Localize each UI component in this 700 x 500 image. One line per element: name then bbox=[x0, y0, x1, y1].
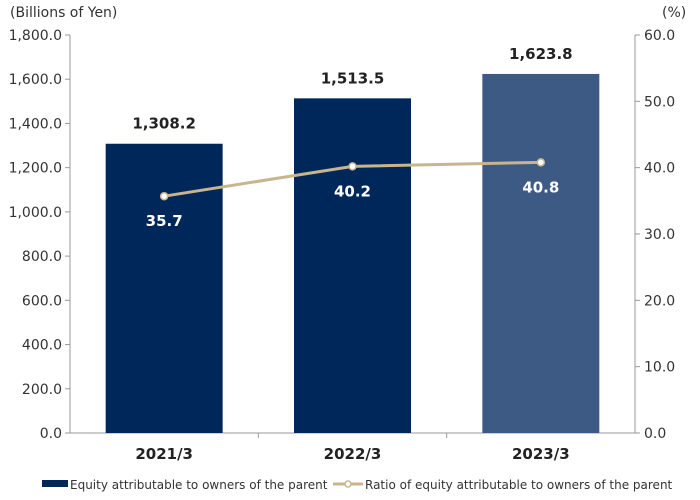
x-tick-label: 2023/3 bbox=[512, 445, 570, 463]
category-labels: 2021/3 2022/3 2023/3 bbox=[135, 433, 570, 463]
ratio-value-label: 40.8 bbox=[522, 178, 559, 196]
bar-value-label: 1,513.5 bbox=[321, 69, 385, 87]
bar-labels: 1,308.2 1,513.5 1,623.8 bbox=[132, 45, 572, 133]
x-tick-label: 2022/3 bbox=[324, 445, 382, 463]
left-axis-unit: (Billions of Yen) bbox=[10, 5, 117, 21]
left-tick-label: 600.0 bbox=[22, 293, 62, 309]
left-tick-label: 1,600.0 bbox=[9, 72, 62, 88]
ratio-value-label: 40.2 bbox=[334, 182, 371, 200]
bar-value-label: 1,308.2 bbox=[132, 115, 196, 133]
ratio-value-label: 35.7 bbox=[146, 212, 183, 230]
line-series bbox=[159, 158, 546, 201]
left-tick-label: 1,000.0 bbox=[9, 205, 62, 221]
bar bbox=[105, 143, 223, 434]
bar bbox=[294, 98, 411, 434]
line-labels: 35.7 40.2 40.8 bbox=[146, 178, 560, 230]
legend-swatch-marker bbox=[344, 480, 352, 488]
left-tick-label: 1,200.0 bbox=[9, 161, 62, 177]
right-axis-unit: (%) bbox=[662, 5, 686, 21]
ratio-point bbox=[536, 158, 546, 167]
left-axis-ticks: 0.0 200.0 400.0 600.0 800.0 1,000.0 1,200.0 1,4… bbox=[9, 28, 70, 442]
legend: Equity attributable to owners of the par… bbox=[42, 478, 673, 492]
right-tick-label: 40.0 bbox=[644, 161, 675, 177]
left-tick-label: 1,400.0 bbox=[9, 116, 62, 132]
right-tick-label: 10.0 bbox=[644, 360, 675, 376]
left-tick-label: 400.0 bbox=[22, 338, 62, 354]
right-tick-label: 60.0 bbox=[644, 28, 675, 44]
bar bbox=[482, 73, 600, 433]
x-tick-label: 2021/3 bbox=[135, 445, 193, 463]
left-tick-label: 800.0 bbox=[22, 249, 62, 265]
right-tick-label: 20.0 bbox=[644, 293, 675, 309]
left-tick-label: 200.0 bbox=[22, 382, 62, 398]
legend-swatch-bar bbox=[42, 480, 68, 487]
ratio-point bbox=[348, 162, 357, 171]
right-tick-label: 0.0 bbox=[644, 426, 666, 442]
ratio-point bbox=[159, 191, 169, 201]
bar-series bbox=[105, 73, 600, 434]
legend-label-line: Ratio of equity attributable to owners o… bbox=[365, 478, 673, 492]
right-tick-label: 30.0 bbox=[644, 227, 675, 243]
right-tick-label: 50.0 bbox=[644, 94, 675, 110]
left-tick-label: 0.0 bbox=[40, 426, 62, 442]
bar-value-label: 1,623.8 bbox=[509, 45, 573, 63]
left-tick-label: 1,800.0 bbox=[9, 28, 62, 44]
right-axis-ticks: 0.0 10.0 20.0 30.0 40.0 50.0 60.0 bbox=[635, 28, 675, 442]
legend-label-bar: Equity attributable to owners of the par… bbox=[70, 478, 328, 492]
